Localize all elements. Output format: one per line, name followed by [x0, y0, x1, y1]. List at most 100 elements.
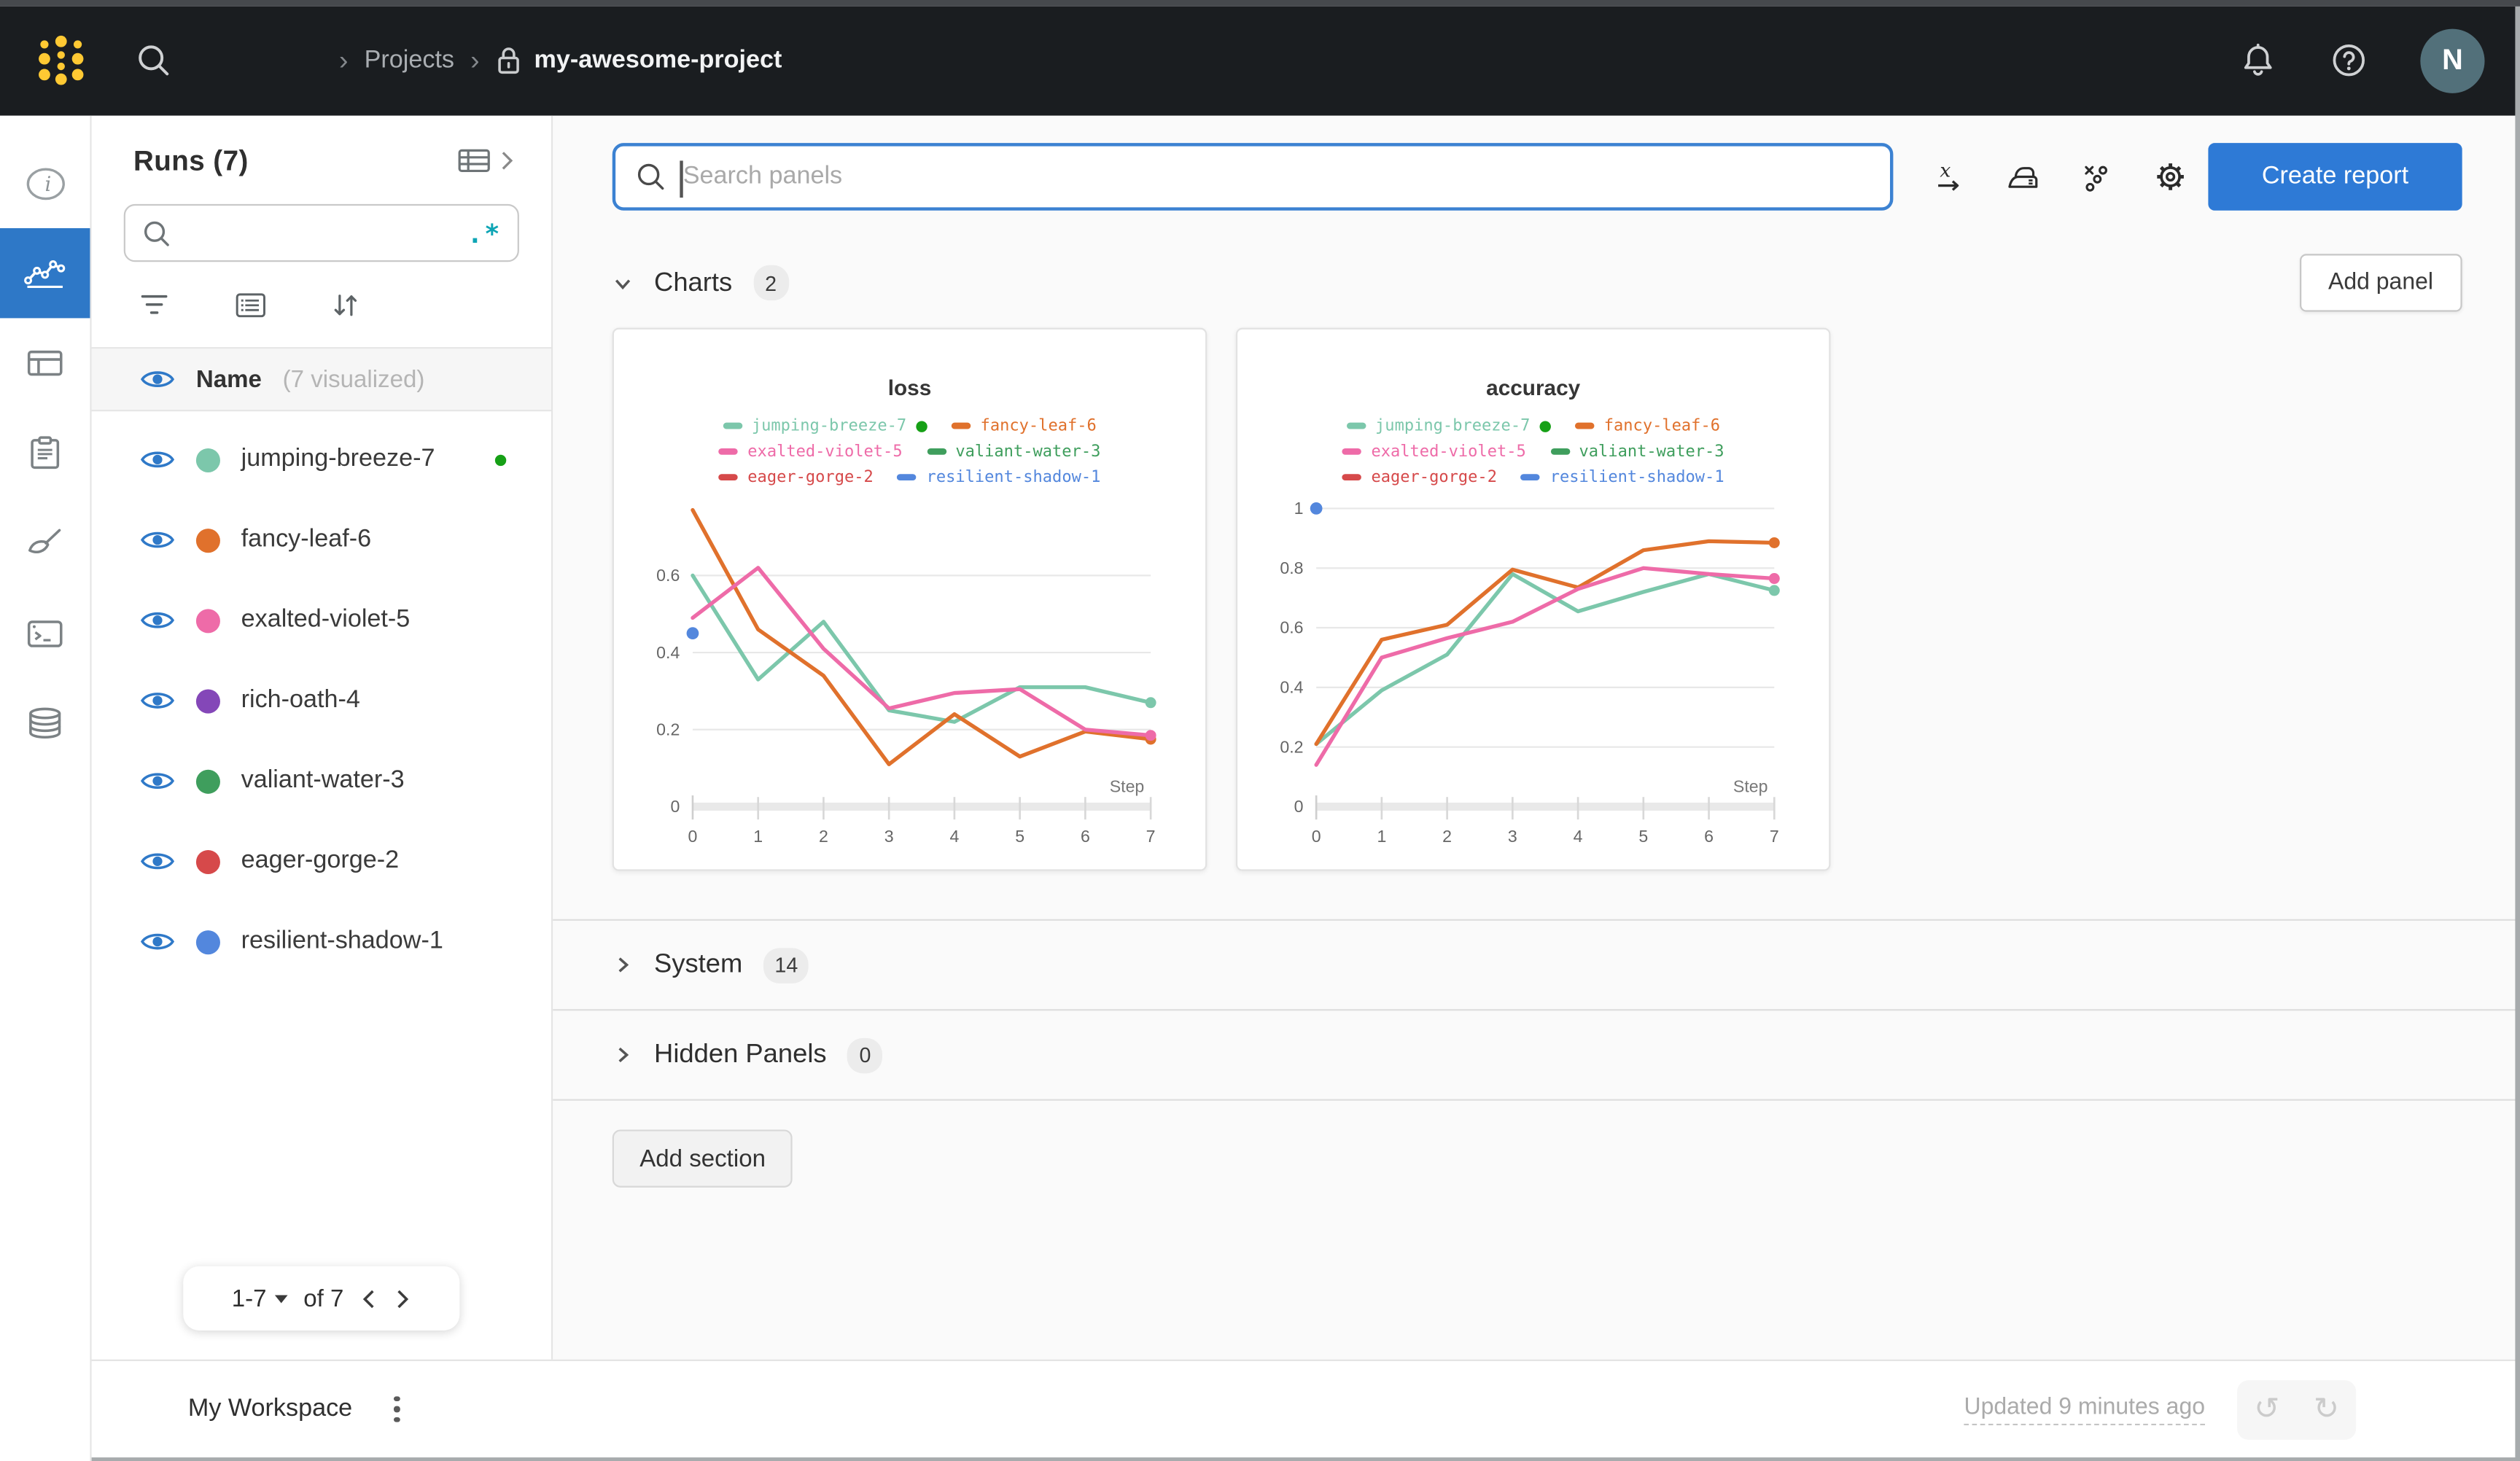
group-list-icon[interactable] — [233, 289, 268, 322]
run-name[interactable]: fancy-leaf-6 — [241, 525, 372, 553]
breadcrumb-projects[interactable]: Projects — [364, 46, 455, 74]
legend-item[interactable]: jumping-breeze-7 — [723, 417, 928, 435]
page-range-dropdown[interactable]: 1-7 — [232, 1285, 288, 1312]
run-name[interactable]: exalted-violet-5 — [241, 605, 411, 634]
legend-item[interactable]: fancy-leaf-6 — [1575, 417, 1720, 435]
undo-icon[interactable]: ↺ — [2254, 1392, 2280, 1427]
rail-item-workspace[interactable] — [0, 227, 90, 319]
run-live-dot — [494, 453, 507, 466]
rail-item-table[interactable] — [0, 318, 90, 408]
undo-redo-group: ↺ ↻ — [2237, 1379, 2357, 1439]
run-color-dot — [195, 849, 220, 873]
chevron-down-icon[interactable] — [612, 273, 634, 294]
regex-toggle[interactable]: .* — [467, 217, 502, 249]
add-panel-button[interactable]: Add panel — [2299, 254, 2462, 312]
eye-icon[interactable] — [140, 930, 175, 953]
runs-name-header[interactable]: Name (7 visualized) — [91, 347, 551, 412]
smoothing-icon[interactable] — [2006, 160, 2039, 193]
settings-gear-icon[interactable] — [2153, 160, 2187, 193]
run-row[interactable]: jumping-breeze-7 — [92, 419, 551, 499]
notifications-bell-icon[interactable] — [2239, 41, 2277, 81]
redo-icon[interactable]: ↻ — [2313, 1392, 2339, 1427]
legend-item[interactable]: valiant-water-3 — [926, 443, 1100, 460]
rail-item-overview[interactable]: i — [0, 139, 90, 228]
system-section-header[interactable]: System 14 — [612, 921, 2462, 1009]
chart-plot[interactable]: 0 0.2 0.4 0.6 0 1 2 3 4 5 6 7 Step — [614, 496, 1207, 869]
legend-item[interactable]: eager-gorge-2 — [1342, 468, 1497, 486]
rail-item-sweeps[interactable] — [0, 498, 90, 588]
run-color-dot — [195, 768, 220, 793]
breadcrumb-chevron-icon: › — [470, 45, 480, 77]
runs-search-input[interactable] — [184, 219, 467, 246]
eye-icon[interactable] — [140, 368, 175, 391]
global-search-button[interactable] — [135, 42, 172, 79]
chart-legend: jumping-breeze-7 fancy-leaf-6 exalted-viol… — [614, 413, 1205, 490]
chart-plot[interactable]: 0 0.2 0.4 0.6 0.8 1 0 1 2 3 4 5 6 7 Step — [1237, 496, 1830, 869]
workspace-name[interactable]: My Workspace — [187, 1395, 353, 1422]
run-row[interactable]: resilient-shadow-1 — [92, 901, 551, 981]
rail-item-artifacts[interactable] — [0, 678, 90, 768]
next-page-icon[interactable] — [394, 1286, 411, 1310]
xaxis-icon[interactable]: x — [1932, 160, 1965, 193]
run-row[interactable]: valiant-water-3 — [92, 741, 551, 821]
panel-search-input[interactable] — [682, 162, 1871, 192]
runs-table-icon[interactable] — [455, 144, 494, 176]
top-navbar: › Projects › my-awesome-project — [0, 5, 2520, 116]
rail-item-terminal[interactable] — [0, 588, 90, 678]
breadcrumb-project[interactable]: my-awesome-project — [496, 45, 782, 76]
run-row[interactable]: eager-gorge-2 — [92, 821, 551, 901]
eye-icon[interactable] — [140, 529, 175, 551]
legend-item[interactable]: fancy-leaf-6 — [951, 417, 1097, 435]
legend-item[interactable]: resilient-shadow-1 — [1521, 468, 1724, 486]
legend-item[interactable]: valiant-water-3 — [1549, 443, 1724, 460]
run-name[interactable]: jumping-breeze-7 — [241, 445, 435, 472]
legend-item[interactable]: exalted-violet-5 — [718, 443, 903, 460]
run-name[interactable]: rich-oath-4 — [241, 686, 360, 714]
avatar[interactable]: N — [2420, 28, 2485, 93]
run-row[interactable]: exalted-violet-5 — [92, 580, 551, 661]
run-name[interactable]: resilient-shadow-1 — [241, 927, 443, 955]
help-icon[interactable] — [2329, 41, 2369, 81]
eye-icon[interactable] — [140, 850, 175, 873]
visualized-count: (7 visualized) — [282, 365, 425, 393]
section-label-charts[interactable]: Charts — [654, 267, 733, 297]
workspace-menu-kebab-icon[interactable] — [394, 1395, 400, 1423]
breadcrumb: › Projects › my-awesome-project — [339, 45, 782, 76]
eye-icon[interactable] — [140, 770, 175, 792]
eye-icon[interactable] — [140, 690, 175, 712]
section-divider — [553, 1009, 2520, 1011]
legend-item[interactable]: jumping-breeze-7 — [1346, 417, 1552, 435]
svg-text:1: 1 — [753, 827, 763, 846]
create-report-button[interactable]: Create report — [2208, 143, 2462, 211]
filter-icon[interactable] — [136, 289, 171, 322]
run-name[interactable]: eager-gorge-2 — [241, 846, 400, 875]
sort-icon[interactable] — [330, 289, 362, 322]
wandb-logo[interactable] — [35, 32, 87, 90]
series-fancy-leaf-6 — [1314, 539, 1776, 747]
run-name[interactable]: valiant-water-3 — [241, 766, 405, 794]
hidden-panels-section-header[interactable]: Hidden Panels 0 — [612, 1010, 2462, 1099]
svg-text:0.2: 0.2 — [656, 720, 680, 739]
legend-item[interactable]: resilient-shadow-1 — [897, 468, 1100, 486]
rail-item-logs[interactable] — [0, 408, 90, 498]
legend-item[interactable]: eager-gorge-2 — [718, 468, 874, 486]
outliers-icon[interactable] — [2080, 160, 2113, 193]
eye-icon[interactable] — [140, 448, 175, 471]
vertical-scrollbar[interactable] — [2514, 5, 2520, 1461]
svg-text:7: 7 — [1770, 827, 1779, 846]
eye-icon[interactable] — [140, 609, 175, 631]
prev-page-icon[interactable] — [359, 1286, 377, 1310]
run-row[interactable]: rich-oath-4 — [92, 661, 551, 741]
panel-accuracy[interactable]: accuracy jumping-breeze-7 fancy-leaf-6 exal… — [1235, 327, 1831, 871]
horizontal-scrollbar[interactable] — [91, 1457, 2520, 1461]
series-jumping-breeze-7 — [691, 573, 1153, 724]
updated-timestamp[interactable]: Updated 9 minutes ago — [1964, 1394, 2205, 1425]
legend-item[interactable]: exalted-violet-5 — [1342, 443, 1526, 460]
svg-text:5: 5 — [1638, 827, 1648, 846]
runs-title: Runs (7) — [133, 144, 249, 176]
panel-loss[interactable]: loss jumping-breeze-7 fancy-leaf-6 exalted-… — [612, 327, 1208, 871]
expand-table-chevron-icon[interactable] — [497, 148, 516, 174]
workspace-main: x — [553, 115, 2520, 1360]
add-section-button[interactable]: Add section — [612, 1129, 793, 1188]
run-row[interactable]: fancy-leaf-6 — [92, 499, 551, 580]
